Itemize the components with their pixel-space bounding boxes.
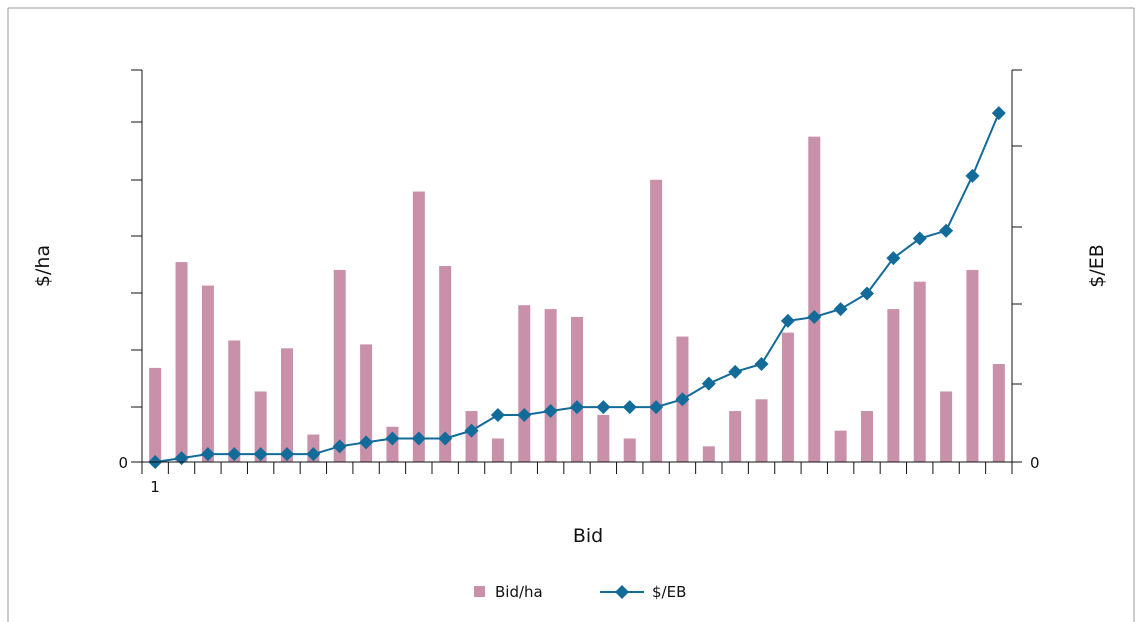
left-axis-zero-label: 0 bbox=[118, 454, 128, 472]
line-marker bbox=[280, 447, 294, 462]
line-marker bbox=[728, 364, 743, 379]
line-marker bbox=[490, 407, 505, 422]
line-marker bbox=[807, 309, 822, 324]
bar bbox=[966, 269, 979, 462]
legend-bar-label: Bid/ha bbox=[495, 583, 543, 601]
line-marker bbox=[596, 400, 611, 415]
bar bbox=[623, 438, 636, 462]
bar bbox=[518, 305, 531, 462]
line-marker bbox=[359, 435, 374, 450]
line-marker bbox=[517, 407, 532, 422]
bar bbox=[781, 332, 794, 462]
bar bbox=[201, 285, 214, 462]
line-marker bbox=[200, 447, 215, 462]
bar bbox=[544, 309, 557, 462]
bar bbox=[228, 340, 241, 462]
bar bbox=[281, 348, 293, 462]
bar bbox=[175, 262, 188, 462]
x-axis-title: Bid bbox=[573, 525, 603, 547]
bar bbox=[834, 430, 847, 462]
line-marker bbox=[939, 223, 954, 238]
bar bbox=[254, 391, 267, 462]
bar bbox=[808, 136, 821, 462]
line-marker bbox=[649, 400, 664, 415]
bar bbox=[360, 344, 373, 462]
legend: Bid/ha $/EB bbox=[474, 583, 686, 601]
right-axis-title: $/EB bbox=[1086, 244, 1108, 288]
x-axis-first-tick-label: 1 bbox=[150, 478, 160, 496]
bar bbox=[597, 414, 610, 462]
left-axis-title: $/ha bbox=[32, 245, 54, 287]
line-marker bbox=[754, 357, 769, 371]
x-axis-ticks bbox=[141, 462, 1013, 474]
line-marker bbox=[438, 431, 453, 446]
bar-series bbox=[149, 136, 1005, 462]
right-axis-zero-label: 0 bbox=[1030, 454, 1040, 472]
line-marker bbox=[965, 168, 980, 183]
line-marker bbox=[622, 400, 637, 415]
bar bbox=[571, 316, 583, 462]
line-marker bbox=[411, 431, 426, 446]
right-axis-ticks bbox=[1012, 69, 1022, 463]
line-marker bbox=[675, 392, 690, 407]
bar bbox=[913, 281, 926, 462]
bar bbox=[149, 367, 162, 462]
line-marker bbox=[385, 431, 400, 446]
line-marker bbox=[543, 404, 558, 419]
line-marker bbox=[306, 447, 321, 462]
line-series bbox=[148, 106, 1006, 469]
bar bbox=[887, 309, 900, 462]
bar bbox=[729, 411, 742, 462]
bar bbox=[861, 411, 873, 462]
bar bbox=[992, 364, 1005, 462]
bar bbox=[412, 191, 425, 462]
line-marker bbox=[833, 302, 848, 317]
line-marker bbox=[570, 400, 584, 415]
line-marker bbox=[860, 286, 874, 301]
line-marker bbox=[701, 376, 716, 391]
line-marker bbox=[332, 439, 347, 454]
line-marker bbox=[253, 447, 268, 462]
bar bbox=[491, 438, 504, 462]
line-marker bbox=[227, 447, 242, 462]
bar bbox=[702, 446, 715, 462]
line-marker bbox=[780, 313, 795, 328]
line-marker bbox=[464, 423, 479, 438]
bar bbox=[650, 179, 663, 462]
bar bbox=[333, 269, 346, 462]
line-marker bbox=[886, 251, 901, 266]
legend-bar-swatch bbox=[474, 586, 485, 597]
legend-line-label: $/EB bbox=[652, 583, 686, 601]
bar bbox=[439, 266, 452, 462]
bar bbox=[940, 391, 953, 462]
bar bbox=[755, 399, 768, 462]
legend-diamond-marker bbox=[615, 585, 629, 599]
line-marker bbox=[991, 106, 1006, 121]
line-marker bbox=[912, 231, 927, 246]
left-axis-ticks bbox=[131, 69, 142, 463]
